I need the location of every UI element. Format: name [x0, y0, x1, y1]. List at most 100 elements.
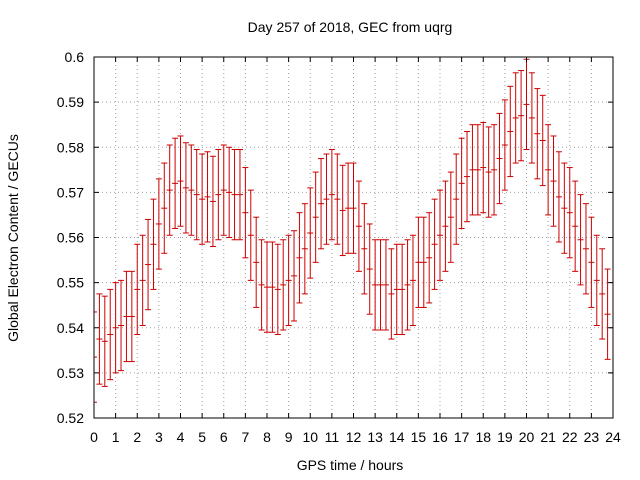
- error-bar-point: [469, 124, 476, 216]
- y-tick-label: 0.57: [57, 184, 84, 200]
- error-bar-point: [285, 234, 292, 326]
- error-bar-point: [182, 142, 189, 234]
- error-bar-point: [161, 162, 168, 254]
- error-bar-point: [242, 167, 249, 259]
- error-bar-point: [539, 94, 546, 187]
- error-bar-point: [264, 241, 270, 333]
- x-tick-label: 19: [497, 429, 513, 445]
- x-tick-label: 21: [540, 429, 556, 445]
- x-tick-label: 13: [367, 429, 383, 445]
- grid: [94, 57, 613, 418]
- error-bar-point: [361, 203, 368, 295]
- y-tick-label: 0.56: [57, 230, 84, 246]
- x-tick-label: 8: [263, 429, 271, 445]
- x-tick-label: 2: [133, 429, 141, 445]
- chart-title: Day 257 of 2018, GEC from uqrg: [248, 19, 453, 35]
- error-bar-point: [426, 212, 433, 304]
- error-bar-point: [366, 223, 373, 315]
- axis-ticks: [93, 56, 614, 419]
- error-bar-point: [604, 268, 611, 360]
- error-bar-point: [496, 112, 503, 205]
- error-bar-point: [485, 126, 492, 218]
- y-tick-labels: 0.52 0.53 0.54 0.55 0.56 0.57 0.58 0.59 0.6: [57, 49, 84, 426]
- y-tick-label: 0.53: [57, 365, 84, 381]
- error-bar-point: [280, 239, 287, 331]
- error-bar-point: [491, 124, 498, 216]
- x-tick-label: 4: [177, 429, 185, 445]
- error-bar-point: [150, 198, 157, 290]
- error-bar-point: [301, 203, 308, 295]
- error-bar-point: [107, 288, 114, 381]
- error-bar-point: [350, 162, 357, 254]
- error-bar-point: [523, 58, 530, 151]
- error-bar-point: [372, 239, 379, 331]
- error-bar-point: [134, 243, 141, 336]
- y-tick-label: 0.58: [57, 139, 84, 155]
- error-bar-point: [258, 239, 265, 331]
- error-bar-point: [96, 293, 103, 385]
- error-bar-point: [572, 180, 579, 272]
- error-bar-point: [123, 270, 130, 363]
- error-bar-point: [215, 149, 222, 241]
- error-bars: [93, 58, 614, 403]
- x-tick-label: 14: [389, 429, 405, 445]
- error-bar-point: [220, 144, 227, 236]
- error-bar-point: [166, 144, 173, 236]
- error-bar-point: [453, 153, 460, 245]
- error-bar-point: [550, 135, 557, 227]
- error-bar-point: [118, 279, 125, 372]
- x-tick-label: 17: [454, 429, 470, 445]
- error-bar-point: [128, 270, 135, 363]
- error-bar-point: [480, 121, 487, 214]
- x-tick-label: 10: [302, 429, 318, 445]
- x-tick-label: 0: [90, 429, 98, 445]
- y-tick-label: 0.55: [57, 275, 84, 291]
- x-tick-label: 12: [346, 429, 362, 445]
- x-tick-label: 18: [475, 429, 491, 445]
- error-bar-point: [577, 194, 584, 286]
- error-bar-point: [458, 137, 465, 229]
- error-bar-point: [501, 99, 508, 191]
- error-bar-point: [296, 212, 303, 304]
- error-bar-point: [404, 239, 411, 331]
- error-bar-point: [355, 180, 362, 272]
- x-tick-label: 9: [285, 429, 293, 445]
- error-bar-point: [464, 130, 471, 223]
- x-axis-label: GPS time / hours: [297, 457, 404, 473]
- error-bar-point: [388, 248, 395, 340]
- x-tick-label: 11: [325, 429, 340, 445]
- x-tick-label: 6: [220, 429, 228, 445]
- x-tick-labels: 0 1 2 3 4 5 6 7 8 9 10 11 12 13 14 15 16 17 18 19 20 21 22 23 24: [90, 429, 621, 445]
- y-axis-label: Global Electron Content / GECUs: [5, 134, 21, 342]
- y-tick-label: 0.6: [65, 49, 85, 65]
- error-bar-point: [339, 164, 346, 257]
- error-bar-point: [269, 241, 276, 333]
- error-bar-point: [582, 203, 589, 295]
- error-bar-point: [593, 234, 600, 326]
- error-bar-point: [188, 144, 195, 236]
- error-bar-point: [318, 158, 325, 250]
- x-tick-label: 24: [605, 429, 621, 445]
- error-bar-point: [253, 216, 260, 308]
- error-bar-point: [518, 70, 525, 162]
- x-tick-label: 16: [432, 429, 448, 445]
- error-bar-point: [534, 88, 541, 180]
- error-bar-point: [512, 72, 519, 164]
- error-bar-point: [399, 243, 406, 336]
- error-bar-point: [566, 167, 573, 259]
- error-bar-point: [145, 218, 152, 311]
- error-bar-point: [199, 153, 206, 245]
- error-bar-point: [382, 239, 389, 331]
- error-bar-point: [437, 189, 443, 281]
- error-bar-point: [334, 153, 341, 245]
- error-bar-point: [555, 151, 562, 243]
- x-tick-label: 22: [562, 429, 578, 445]
- x-tick-label: 3: [155, 429, 163, 445]
- error-bar-point: [377, 239, 384, 331]
- error-bar-point: [236, 149, 243, 241]
- error-bar-point: [291, 230, 298, 322]
- error-bar-point: [345, 162, 352, 254]
- y-tick-label: 0.54: [57, 320, 84, 336]
- error-bar-point: [328, 149, 335, 241]
